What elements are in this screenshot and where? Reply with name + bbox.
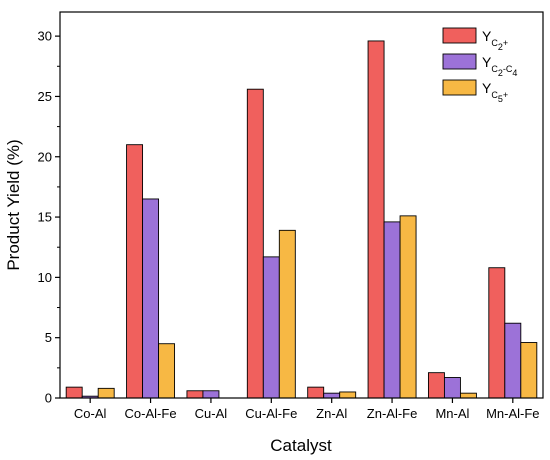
y-tick-label: 20 — [38, 149, 52, 164]
x-tick-label: Co-Al-Fe — [125, 406, 177, 421]
x-tick-label: Zn-Al — [316, 406, 347, 421]
bar-zn-al-yc5- — [339, 391, 357, 399]
bar-cu-al-fe-yc2-c4 — [262, 256, 280, 399]
bar-cu-al-fe-yc2- — [246, 88, 264, 399]
legend-label: YC2-C4 — [482, 54, 517, 78]
x-tick-label: Cu-Al — [195, 406, 228, 421]
bar-zn-al-yc2- — [307, 386, 325, 399]
bar-zn-al-fe-yc2-c4 — [383, 221, 401, 399]
bar-mn-al-yc2-c4 — [443, 377, 461, 399]
bar-co-al-fe-yc2- — [126, 144, 144, 399]
y-tick-label: 10 — [38, 270, 52, 285]
y-axis: 0 5 10 15 20 25 30 — [38, 29, 60, 406]
legend-swatch — [442, 27, 477, 44]
bar-cu-al-fe-yc5- — [278, 229, 296, 399]
legend-swatch — [442, 79, 477, 96]
plot-frame — [59, 11, 544, 399]
legend-swatch — [442, 53, 477, 70]
x-tick-label: Mn-Al-Fe — [486, 406, 539, 421]
bar-zn-al-fe-yc5- — [399, 215, 417, 399]
bar-co-al-yc5- — [97, 387, 115, 399]
bar-mn-al-fe-yc2-c4 — [504, 322, 522, 399]
x-tick-label: Mn-Al — [435, 406, 469, 421]
x-tick-label: Zn-Al-Fe — [367, 406, 418, 421]
x-axis-title: Catalyst — [270, 436, 332, 455]
y-tick-label: 15 — [38, 210, 52, 225]
y-axis-title: Product Yield (%) — [4, 139, 23, 270]
legend-label: YC2+ — [482, 28, 508, 52]
x-tick-label: Co-Al — [74, 406, 107, 421]
legend-label: YC5+ — [482, 80, 508, 104]
y-tick-label: 0 — [45, 391, 52, 406]
bar-mn-al-yc2- — [427, 372, 445, 399]
bar-co-al-fe-yc5- — [158, 343, 176, 399]
bars-group — [65, 40, 538, 399]
bar-mn-al-fe-yc5- — [520, 342, 538, 399]
bar-zn-al-fe-yc2- — [367, 40, 385, 399]
bar-cu-al-yc2-c4 — [202, 390, 220, 399]
bar-cu-al-yc2- — [186, 390, 204, 399]
y-tick-label: 30 — [38, 29, 52, 44]
bar-co-al-fe-yc2-c4 — [142, 198, 160, 399]
x-tick-label: Cu-Al-Fe — [245, 406, 297, 421]
x-axis: Co-Al Co-Al-Fe Cu-Al Cu-Al-Fe Zn-Al Zn-Al-Fe M… — [74, 398, 540, 421]
bar-mn-al-fe-yc2- — [488, 267, 506, 399]
y-tick-label: 25 — [38, 89, 52, 104]
bar-zn-al-yc2-c4 — [323, 392, 341, 399]
bar-co-al-yc2- — [65, 386, 83, 399]
y-tick-label: 5 — [45, 330, 52, 345]
bar-mn-al-yc5- — [459, 392, 477, 399]
